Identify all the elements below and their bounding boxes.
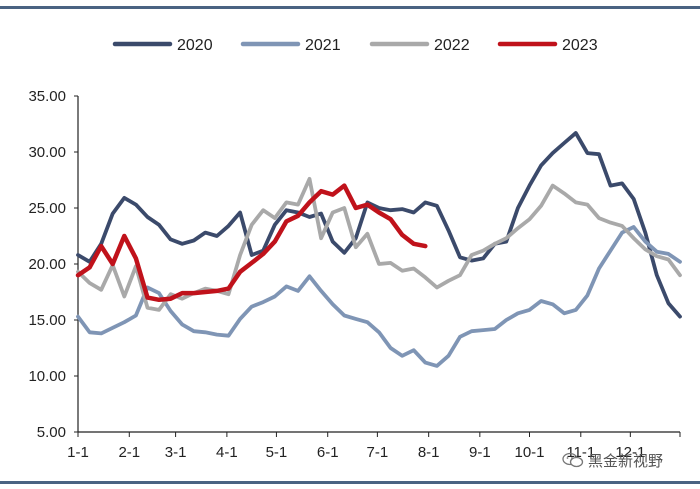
y-tick-label-5-00: 5.00	[37, 424, 66, 441]
x-tick-label-1-1: 1-1	[67, 444, 89, 461]
legend-label-2021: 2021	[305, 37, 341, 54]
legend-label-2020: 2020	[177, 37, 213, 54]
top-frame-line	[0, 6, 700, 9]
x-tick-label-10-1: 10-1	[514, 444, 544, 461]
wechat-icon	[562, 452, 584, 468]
series-layer	[75, 131, 682, 368]
x-tick-label-6-1: 6-1	[317, 444, 339, 461]
y-tick-label-35-00: 35.00	[28, 88, 66, 105]
bottom-frame-line	[0, 481, 700, 484]
series-line-2021	[76, 225, 682, 368]
series-line-2023	[75, 183, 428, 303]
y-tick-label-20-00: 20.00	[28, 256, 66, 273]
y-tick-label-10-00: 10.00	[28, 368, 66, 385]
series-line-2020	[76, 131, 682, 319]
x-tick-label-5-1: 5-1	[266, 444, 288, 461]
x-tick-label-11-1: 11-1	[566, 444, 595, 461]
y-tick-label-25-00: 25.00	[28, 200, 66, 217]
x-tick-label-2-1: 2-1	[118, 444, 140, 461]
x-tick-label-4-1: 4-1	[216, 444, 238, 461]
watermark-text: 黑金新视野	[588, 451, 664, 470]
legend-label-2023: 2023	[562, 37, 598, 54]
x-tick-label-12-1: 12-1	[615, 444, 645, 461]
x-axis: 1-1 2-1 3-1 4-1 5-1 6-1 7-1 8-1 9-1 10-1 11-1 12-1	[67, 431, 681, 461]
x-tick-label-3-1: 3-1	[165, 444, 187, 461]
y-axis: 5.00 10.00 15.00 20.00 25.00 30.00 35.00	[28, 88, 79, 441]
watermark: 黑金新视野	[562, 449, 692, 471]
legend-label-2022: 2022	[434, 37, 470, 54]
x-tick-label-7-1: 7-1	[367, 444, 389, 461]
x-tick-label-8-1: 8-1	[418, 444, 440, 461]
x-tick-label-9-1: 9-1	[469, 444, 491, 461]
y-tick-label-15-00: 15.00	[28, 312, 66, 329]
y-tick-label-30-00: 30.00	[28, 144, 66, 161]
chart-legend: 2020 2021 2022 2023	[112, 37, 598, 54]
